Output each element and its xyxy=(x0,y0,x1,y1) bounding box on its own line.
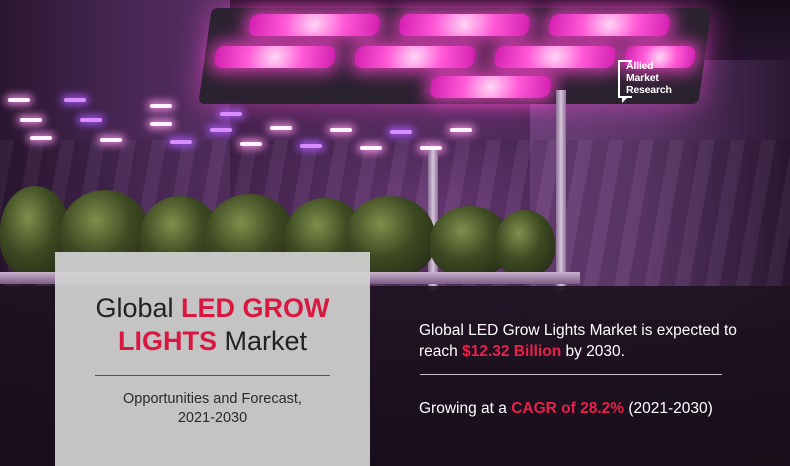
logo-line-3: Research xyxy=(626,84,672,96)
report-title: Global LED GROW LIGHTS Market xyxy=(55,292,370,358)
plant xyxy=(495,210,555,276)
allied-market-research-logo: Allied Market Research xyxy=(618,60,700,103)
title-highlight-2: LIGHTS xyxy=(117,326,217,356)
light-strip xyxy=(30,136,52,140)
light-strip xyxy=(420,146,442,150)
light-strip xyxy=(150,104,172,108)
market-value-statement: Global LED Grow Lights Market is expecte… xyxy=(419,320,769,362)
logo-line-2: Market xyxy=(626,72,659,84)
light-strip xyxy=(390,130,412,134)
title-highlight-1: LED GROW xyxy=(181,293,330,323)
title-card: Global LED GROW LIGHTS Market Opportunit… xyxy=(55,252,370,466)
led-cluster xyxy=(493,46,617,68)
market-value-prefix: Global LED Grow Lights Market is expecte… xyxy=(419,322,737,360)
led-cluster xyxy=(397,14,531,36)
light-strip xyxy=(170,140,192,144)
light-strip xyxy=(210,128,232,132)
cagr-prefix: Growing at a xyxy=(419,400,512,417)
market-value: $12.32 Billion xyxy=(462,343,562,360)
subtitle-line-1: Opportunities and Forecast, xyxy=(123,391,302,407)
title-part-1: Global xyxy=(95,293,182,323)
cagr-statement: Growing at a CAGR of 28.2% (2021-2030) xyxy=(419,398,779,419)
light-strip xyxy=(100,138,122,142)
shelf-pole xyxy=(556,90,566,290)
logo-text: Allied Market Research xyxy=(626,60,672,96)
light-strip xyxy=(270,126,292,130)
title-part-2: Market xyxy=(216,326,308,356)
light-strip xyxy=(240,142,262,146)
light-strip xyxy=(220,112,242,116)
led-cluster xyxy=(353,46,477,68)
light-strip xyxy=(330,128,352,132)
light-strip xyxy=(80,118,102,122)
led-cluster xyxy=(213,46,337,68)
shelf-pole xyxy=(428,150,438,290)
light-strip xyxy=(8,98,30,102)
led-cluster xyxy=(247,14,381,36)
stats-divider xyxy=(420,374,722,375)
light-strip xyxy=(150,122,172,126)
led-cluster xyxy=(547,14,671,36)
cagr-suffix: (2021-2030) xyxy=(624,400,713,417)
light-strip xyxy=(360,146,382,150)
light-strip xyxy=(20,118,42,122)
subtitle-line-2: 2021-2030 xyxy=(177,410,248,426)
logo-bracket-icon xyxy=(618,60,632,103)
logo-line-1: Allied xyxy=(626,60,654,72)
light-strip xyxy=(300,144,322,148)
led-cluster xyxy=(429,76,553,98)
market-value-suffix: by 2030. xyxy=(561,343,625,360)
report-subtitle: Opportunities and Forecast, 2021-2030 xyxy=(55,390,370,428)
light-strip xyxy=(64,98,86,102)
light-strip xyxy=(450,128,472,132)
card-divider xyxy=(95,375,330,376)
cagr-value: CAGR of 28.2% xyxy=(511,400,625,417)
